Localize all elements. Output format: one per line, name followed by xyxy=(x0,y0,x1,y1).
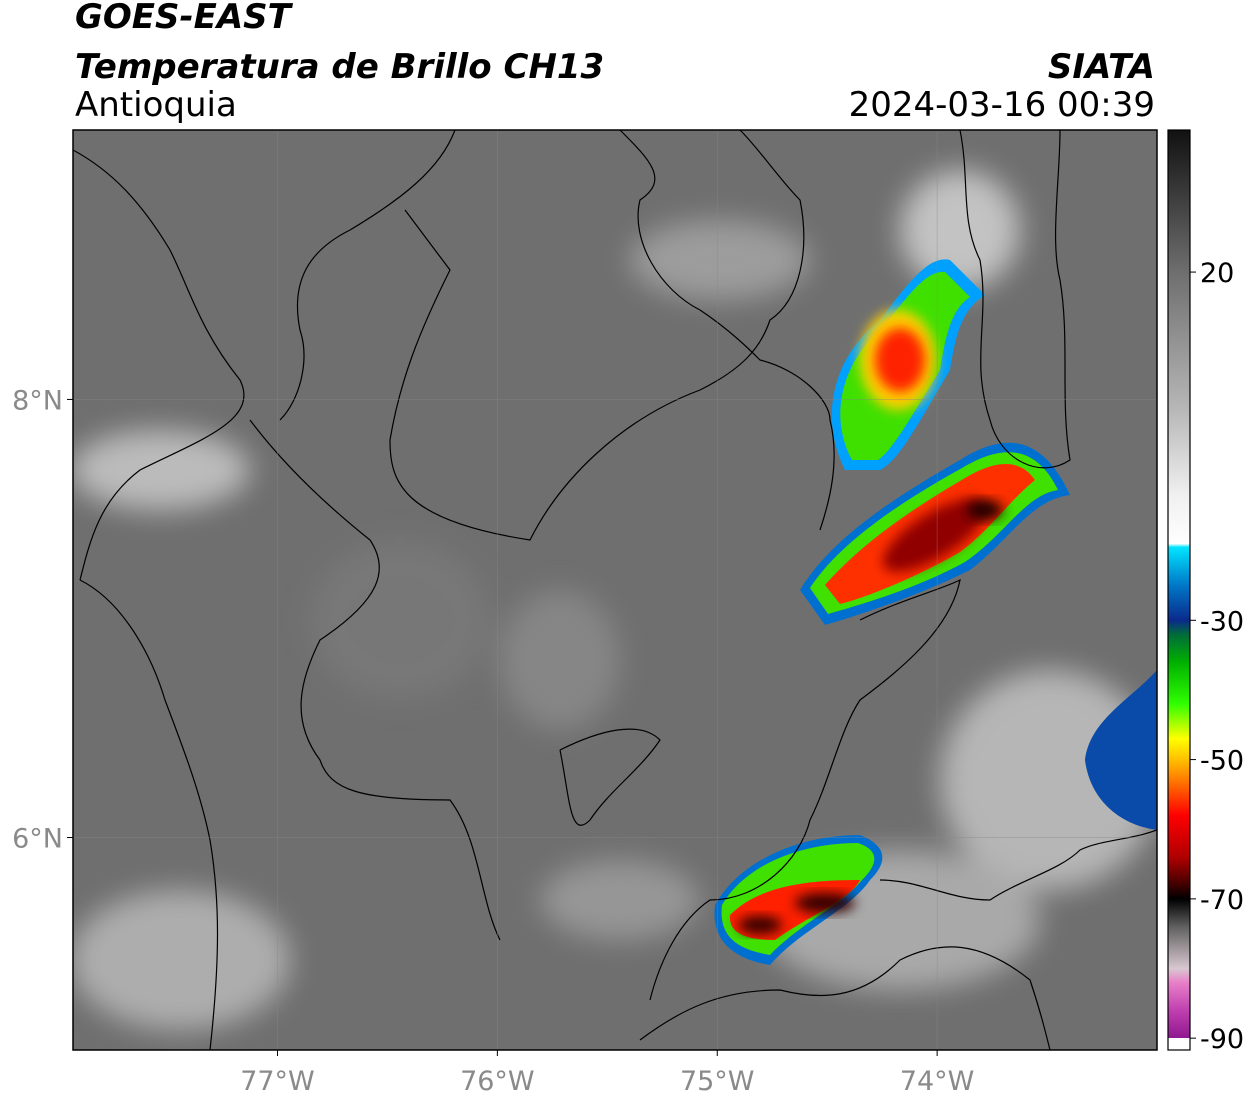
colorbar-tick-label: -30 xyxy=(1200,606,1244,637)
title: GOES-EAST xyxy=(75,0,294,37)
source: SIATA xyxy=(1048,47,1155,87)
map-image xyxy=(73,130,1157,1050)
y-tick-label: 8°N xyxy=(12,385,63,416)
map-frame xyxy=(72,129,1158,1051)
region: Antioquia xyxy=(75,85,237,125)
storm-north xyxy=(831,259,985,470)
datetime: 2024-03-16 00:39 xyxy=(849,85,1155,125)
colorbar-tick-label: 20 xyxy=(1200,258,1234,289)
storm-center xyxy=(800,442,1070,625)
y-tick-label: 6°N xyxy=(12,824,63,855)
borders xyxy=(73,130,1157,1050)
storm-east xyxy=(1085,670,1157,830)
colorbar-tick-label: -50 xyxy=(1200,746,1244,777)
colorbar: 20 -30 -50 -70 -90 xyxy=(1167,129,1244,1055)
grid xyxy=(73,130,1157,1050)
x-tick-label: 77°W xyxy=(240,1066,315,1097)
colorbar-tick-label: -70 xyxy=(1200,885,1244,916)
x-tick-label: 74°W xyxy=(900,1066,975,1097)
x-tick-label: 76°W xyxy=(460,1066,535,1097)
colorbar-tick-label: -90 xyxy=(1200,1024,1244,1055)
axis-ticks: 77°W 76°W 75°W 74°W 8°N 6°N xyxy=(12,385,974,1097)
subtitle: Temperatura de Brillo CH13 xyxy=(75,47,604,87)
colorbar-fill xyxy=(1167,129,1191,1051)
x-tick-label: 75°W xyxy=(680,1066,755,1097)
storm-south xyxy=(714,835,883,965)
